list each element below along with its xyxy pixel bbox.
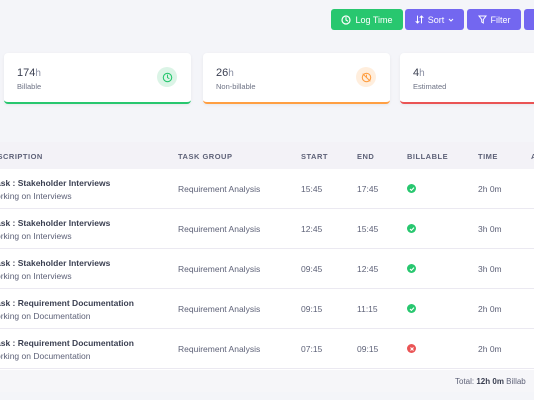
estimated-unit: h [419, 68, 425, 79]
row-task-group: Requirement Analysis [178, 304, 261, 314]
row-subtitle: orking on Interviews [0, 271, 72, 281]
row-title: ask : Stakeholder Interviews [0, 258, 111, 268]
chevron-down-icon [448, 17, 454, 23]
row-task-group: Requirement Analysis [178, 264, 261, 274]
row-end: 09:15 [357, 344, 379, 354]
row-title: ask : Stakeholder Interviews [0, 178, 111, 188]
row-title: ask : Stakeholder Interviews [0, 218, 111, 228]
time-entries-table: ESCRIPTION TASK GROUP START END BILLABLE… [0, 142, 534, 392]
row-start: 12:45 [301, 224, 323, 234]
table-footer: Total: 12h 0m Billab [0, 370, 534, 392]
row-task-group: Requirement Analysis [178, 224, 261, 234]
billable-label: Billable [17, 82, 42, 91]
table-header: ESCRIPTION TASK GROUP START END BILLABLE… [0, 142, 534, 169]
row-title: ask : Requirement Documentation [0, 338, 134, 348]
non-billable-x-icon [407, 344, 416, 353]
column-header-time[interactable]: TIME [478, 152, 498, 161]
estimated-value-wrap: 4h [413, 67, 425, 79]
billable-check-icon [407, 184, 416, 193]
sort-label: Sort [427, 14, 445, 25]
row-end: 12:45 [357, 264, 379, 274]
row-start: 09:45 [301, 264, 323, 274]
column-header-billable[interactable]: BILLABLE [407, 152, 449, 161]
row-time: 3h 0m [478, 264, 502, 274]
filter-label: Filter [490, 14, 511, 25]
row-time: 2h 0m [478, 344, 502, 354]
estimated-card: 4h Estimated [400, 53, 534, 104]
row-start: 15:45 [301, 184, 323, 194]
billable-card: 174h Billable [4, 53, 191, 104]
row-task-group: Requirement Analysis [178, 344, 261, 354]
filter-button[interactable]: Filter [467, 9, 521, 30]
table-row[interactable]: ask : Requirement Documentation orking o… [0, 329, 534, 369]
row-end: 11:15 [357, 304, 378, 314]
filter-icon [477, 15, 487, 24]
row-start: 09:15 [301, 304, 323, 314]
row-subtitle: orking on Documentation [0, 311, 91, 321]
row-subtitle: orking on Interviews [0, 231, 72, 241]
billable-check-icon [407, 264, 416, 273]
billable-total-label: Billab [506, 377, 526, 386]
row-title: ask : Requirement Documentation [0, 298, 134, 308]
total-value: 12h 0m [476, 377, 504, 386]
row-end: 17:45 [357, 184, 379, 194]
clock-icon [341, 14, 352, 25]
billable-check-icon [407, 304, 416, 313]
table-row[interactable]: ask : Stakeholder Interviews orking on I… [0, 249, 534, 289]
column-header-actions[interactable]: A [531, 152, 534, 161]
sort-icon [415, 15, 424, 24]
sort-button[interactable]: Sort [405, 9, 464, 30]
row-subtitle: orking on Documentation [0, 351, 91, 361]
row-task-group: Requirement Analysis [178, 184, 261, 194]
row-subtitle: orking on Interviews [0, 191, 72, 201]
billable-value: 174 [17, 67, 36, 79]
clock-off-icon [356, 67, 376, 87]
table-row[interactable]: ask : Stakeholder Interviews orking on I… [0, 209, 534, 249]
non-billable-label: Non-billable [216, 82, 256, 91]
row-time: 2h 0m [478, 184, 502, 194]
totals-text: Total: 12h 0m Billab [455, 377, 526, 386]
column-header-end[interactable]: END [357, 152, 375, 161]
non-billable-value-wrap: 26h [216, 67, 234, 79]
estimated-label: Estimated [413, 82, 447, 91]
billable-check-icon [407, 224, 416, 233]
non-billable-card: 26h Non-billable [203, 53, 390, 104]
more-button[interactable] [524, 9, 534, 30]
row-end: 15:45 [357, 224, 379, 234]
log-time-label: Log Time [355, 14, 393, 25]
billable-value-wrap: 174h [17, 67, 41, 79]
non-billable-value: 26 [216, 67, 229, 79]
column-header-start[interactable]: START [301, 152, 328, 161]
table-row[interactable]: ask : Requirement Documentation orking o… [0, 289, 534, 329]
total-label: Total: [455, 377, 475, 386]
row-start: 07:15 [301, 344, 323, 354]
row-time: 2h 0m [478, 304, 502, 314]
non-billable-unit: h [228, 68, 234, 79]
log-time-button[interactable]: Log Time [331, 9, 403, 30]
estimated-value: 4 [413, 67, 420, 79]
clock-check-icon [157, 67, 177, 87]
row-time: 3h 0m [478, 224, 502, 234]
column-header-task-group[interactable]: TASK GROUP [178, 152, 233, 161]
column-header-description[interactable]: ESCRIPTION [0, 152, 43, 161]
table-row[interactable]: ask : Stakeholder Interviews orking on I… [0, 169, 534, 209]
billable-unit: h [35, 68, 41, 79]
